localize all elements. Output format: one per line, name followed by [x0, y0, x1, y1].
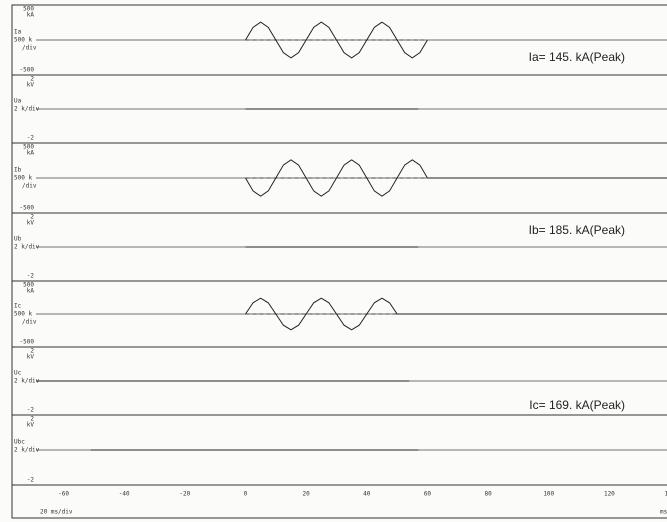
- channel-label: Ua: [14, 98, 22, 105]
- y-tick-label: 500: [23, 6, 34, 13]
- y-unit: kV: [27, 422, 35, 429]
- y-tick-label: -2: [27, 407, 35, 414]
- y-tick-label: -2: [27, 477, 35, 484]
- x-tick-label: -60: [58, 491, 69, 498]
- channel-label: Ic: [14, 303, 22, 310]
- y-unit: kV: [27, 82, 35, 89]
- x-tick-label: 0: [244, 491, 248, 498]
- channel-label: Ia: [14, 29, 22, 36]
- scale-label: 2 k/div: [14, 244, 40, 251]
- x-tick-label: 40: [363, 491, 371, 498]
- y-tick-label: 2: [30, 348, 34, 355]
- x-tick-label: 120: [604, 491, 615, 498]
- y-tick-label: 2: [30, 76, 34, 83]
- channel-label: Ub: [14, 236, 22, 243]
- channel-label: Uc: [14, 370, 22, 377]
- x-tick-label: 20: [303, 491, 311, 498]
- y-unit: kA: [27, 288, 35, 295]
- scale-label: 500 k: [14, 175, 32, 182]
- peak-annotation: Ib= 185. kA(Peak): [529, 223, 625, 237]
- y-unit: kV: [27, 354, 35, 361]
- y-tick-label: 500: [23, 282, 34, 289]
- scale-label: /div: [22, 319, 37, 326]
- x-tick-label: 80: [484, 491, 492, 498]
- y-tick-label: 2: [30, 214, 34, 221]
- x-tick-label: 60: [424, 491, 432, 498]
- channel-label: Ib: [14, 167, 22, 174]
- x-tick-label: -20: [179, 491, 190, 498]
- scale-label: /div: [22, 45, 37, 52]
- x-tick-label: -40: [119, 491, 130, 498]
- scale-label: 2 k/div: [14, 447, 40, 454]
- waveform: [245, 159, 667, 197]
- y-unit: kV: [27, 220, 35, 227]
- y-tick-label: -500: [20, 339, 35, 346]
- scale-label: 2 k/div: [14, 106, 40, 113]
- frame: [11, 4, 667, 519]
- waveform: [245, 21, 428, 59]
- scale-label: 2 k/div: [14, 378, 40, 385]
- scale-label: /div: [22, 183, 37, 190]
- waveform: [245, 297, 667, 331]
- y-tick-label: 500: [23, 144, 34, 151]
- x-scale-label: 20 ms/div: [40, 509, 73, 516]
- x-unit: ms: [660, 509, 667, 516]
- peak-annotation: Ic= 169. kA(Peak): [529, 398, 625, 412]
- scale-label: 500 k: [14, 37, 32, 44]
- scale-label: 500 k: [14, 311, 32, 318]
- y-tick-label: -500: [20, 205, 35, 212]
- y-tick-label: 2: [30, 416, 34, 423]
- x-tick-label: 140: [665, 491, 667, 498]
- y-unit: kA: [27, 150, 35, 157]
- channel-label: Ubc: [14, 439, 25, 446]
- y-unit: kA: [27, 12, 35, 19]
- y-tick-label: -2: [27, 135, 35, 142]
- y-tick-label: -500: [20, 67, 35, 74]
- x-tick-label: 100: [543, 491, 554, 498]
- peak-annotation: Ia= 145. kA(Peak): [529, 50, 625, 64]
- y-tick-label: -2: [27, 273, 35, 280]
